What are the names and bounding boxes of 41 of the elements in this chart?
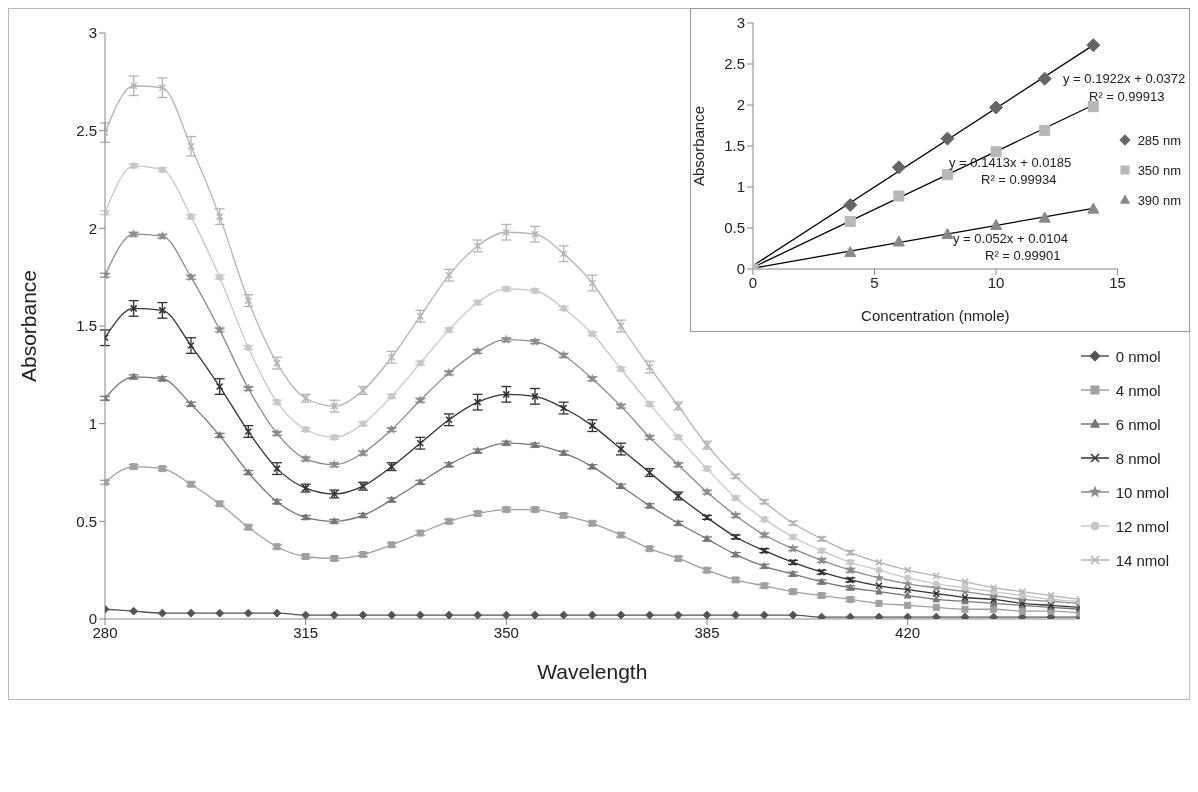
legend-label: 8 nmol xyxy=(1115,449,1161,467)
y-tick-label: 2 xyxy=(88,219,97,237)
x-tick-label: 10 xyxy=(987,273,1005,291)
y-tick-label: 0 xyxy=(736,260,745,278)
y-tick-label: 1 xyxy=(88,414,97,432)
x-tick-label: 5 xyxy=(870,273,879,291)
legend-label: 10 nmol xyxy=(1115,483,1169,501)
y-tick-label: 1.5 xyxy=(76,317,97,335)
legend-label: 12 nmol xyxy=(1115,517,1169,535)
x-tick-label: 0 xyxy=(748,273,758,291)
y-tick-label: 1.5 xyxy=(724,137,745,155)
y-tick-label: 3 xyxy=(88,24,97,42)
legend-label: 6 nmol xyxy=(1115,415,1161,433)
y-tick-label: 2.5 xyxy=(76,121,97,139)
legend-label: 390 nm xyxy=(1137,192,1181,208)
annotation: y = 0.1922x + 0.0372 xyxy=(1063,71,1186,86)
x-tick-label: 385 xyxy=(694,623,720,641)
x-axis-title: Concentration (nmole) xyxy=(861,307,1010,324)
legend-label: 14 nmol xyxy=(1115,551,1169,569)
annotation: R² = 0.99901 xyxy=(985,248,1061,263)
legend-label: 4 nmol xyxy=(1115,381,1161,399)
legend-label: 285 nm xyxy=(1137,132,1181,148)
y-tick-label: 3 xyxy=(736,14,745,32)
annotation: R² = 0.99934 xyxy=(981,172,1057,187)
x-tick-label: 420 xyxy=(895,623,921,641)
y-tick-label: 2.5 xyxy=(724,55,745,73)
x-tick-label: 350 xyxy=(493,623,519,641)
y-axis-title: Absorbance xyxy=(17,269,41,383)
y-tick-label: 1 xyxy=(736,178,745,196)
x-axis-title: Wavelength xyxy=(537,660,648,683)
x-tick-label: 315 xyxy=(293,623,319,641)
legend-label: 0 nmol xyxy=(1115,347,1161,365)
annotation: R² = 0.99913 xyxy=(1089,89,1165,104)
legend-label: 350 nm xyxy=(1137,162,1181,178)
annotation: y = 0.052x + 0.0104 xyxy=(953,231,1068,246)
x-tick-label: 15 xyxy=(1109,273,1126,291)
y-tick-label: 0.5 xyxy=(76,512,97,530)
y-tick-label: 0.5 xyxy=(724,219,745,237)
y-axis-title: Absorbance xyxy=(690,105,708,187)
y-tick-label: 2 xyxy=(736,96,745,114)
annotation: y = 0.1413x + 0.0185 xyxy=(949,155,1072,170)
